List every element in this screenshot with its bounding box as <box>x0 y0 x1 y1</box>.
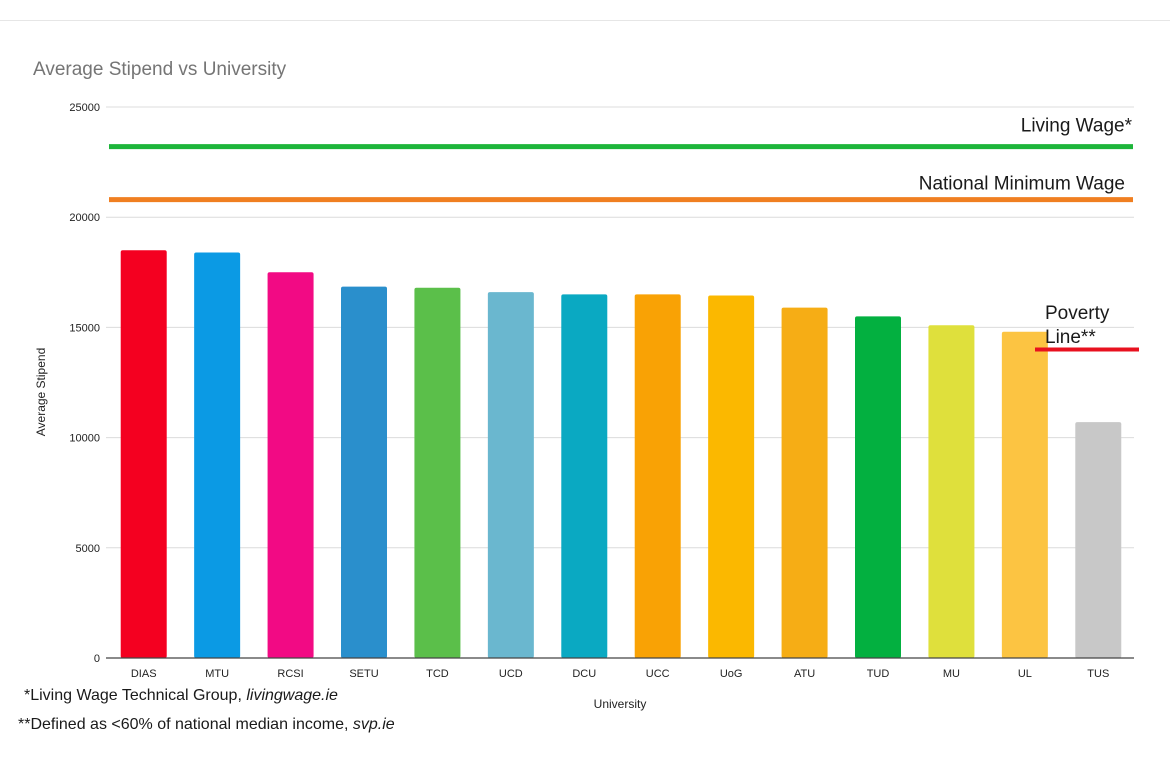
x-tick-label: TUD <box>867 668 890 680</box>
bar-dias <box>120 250 167 658</box>
footnote-living-wage-source: livingwage.ie <box>246 687 338 704</box>
bar-mtu <box>194 252 241 659</box>
poverty-label-line2: Line** <box>1045 327 1096 348</box>
footnote-poverty-line: **Defined as <60% of national median inc… <box>18 716 395 734</box>
x-axis-label: University <box>594 697 647 711</box>
x-tick-label: DIAS <box>131 668 157 680</box>
x-tick-label: TCD <box>426 668 449 680</box>
bar-uog <box>708 295 755 658</box>
bar-rcsi <box>267 272 314 658</box>
bar-ul <box>1001 331 1048 658</box>
top-border <box>0 20 1170 21</box>
living-wage-label: Living Wage* <box>1021 116 1133 137</box>
x-tick-label: MTU <box>205 668 229 680</box>
x-tick-label: UoG <box>720 668 743 680</box>
bar-tcd <box>414 287 461 658</box>
poverty-label-line1: Poverty <box>1045 303 1110 324</box>
bar-ucc <box>634 294 681 658</box>
footnote-living-wage: *Living Wage Technical Group, livingwage… <box>24 687 338 705</box>
bar-ucd <box>487 292 534 658</box>
y-tick-label: 5000 <box>76 543 100 555</box>
y-tick-label: 25000 <box>69 102 100 114</box>
footnote-living-wage-text: *Living Wage Technical Group, <box>24 687 247 704</box>
x-tick-label: RCSI <box>277 668 303 680</box>
bar-atu <box>781 307 828 658</box>
x-tick-label: DCU <box>572 668 596 680</box>
bar-setu <box>341 286 387 658</box>
x-tick-label: UCC <box>646 668 670 680</box>
y-axis-label: Average Stipend <box>34 348 48 437</box>
x-tick-label: UL <box>1018 668 1032 680</box>
bar-tus <box>1075 422 1122 658</box>
y-tick-label: 20000 <box>69 212 100 224</box>
x-tick-label: ATU <box>794 668 815 680</box>
x-tick-label: SETU <box>349 668 378 680</box>
minimum-wage-label: National Minimum Wage <box>919 174 1125 195</box>
x-tick-label: TUS <box>1087 668 1109 680</box>
footnote-poverty-source: svp.ie <box>352 716 395 733</box>
y-tick-label: 15000 <box>69 322 100 334</box>
bar-tud <box>855 316 901 658</box>
x-tick-label: MU <box>943 668 960 680</box>
footnote-poverty-text: **Defined as <60% of national median inc… <box>18 716 353 733</box>
x-tick-label: UCD <box>499 668 523 680</box>
y-tick-label: 10000 <box>69 433 100 445</box>
bar-mu <box>928 325 975 658</box>
chart-title: Average Stipend vs University <box>33 59 287 80</box>
bar-dcu <box>561 294 608 658</box>
y-tick-label: 0 <box>94 653 100 665</box>
